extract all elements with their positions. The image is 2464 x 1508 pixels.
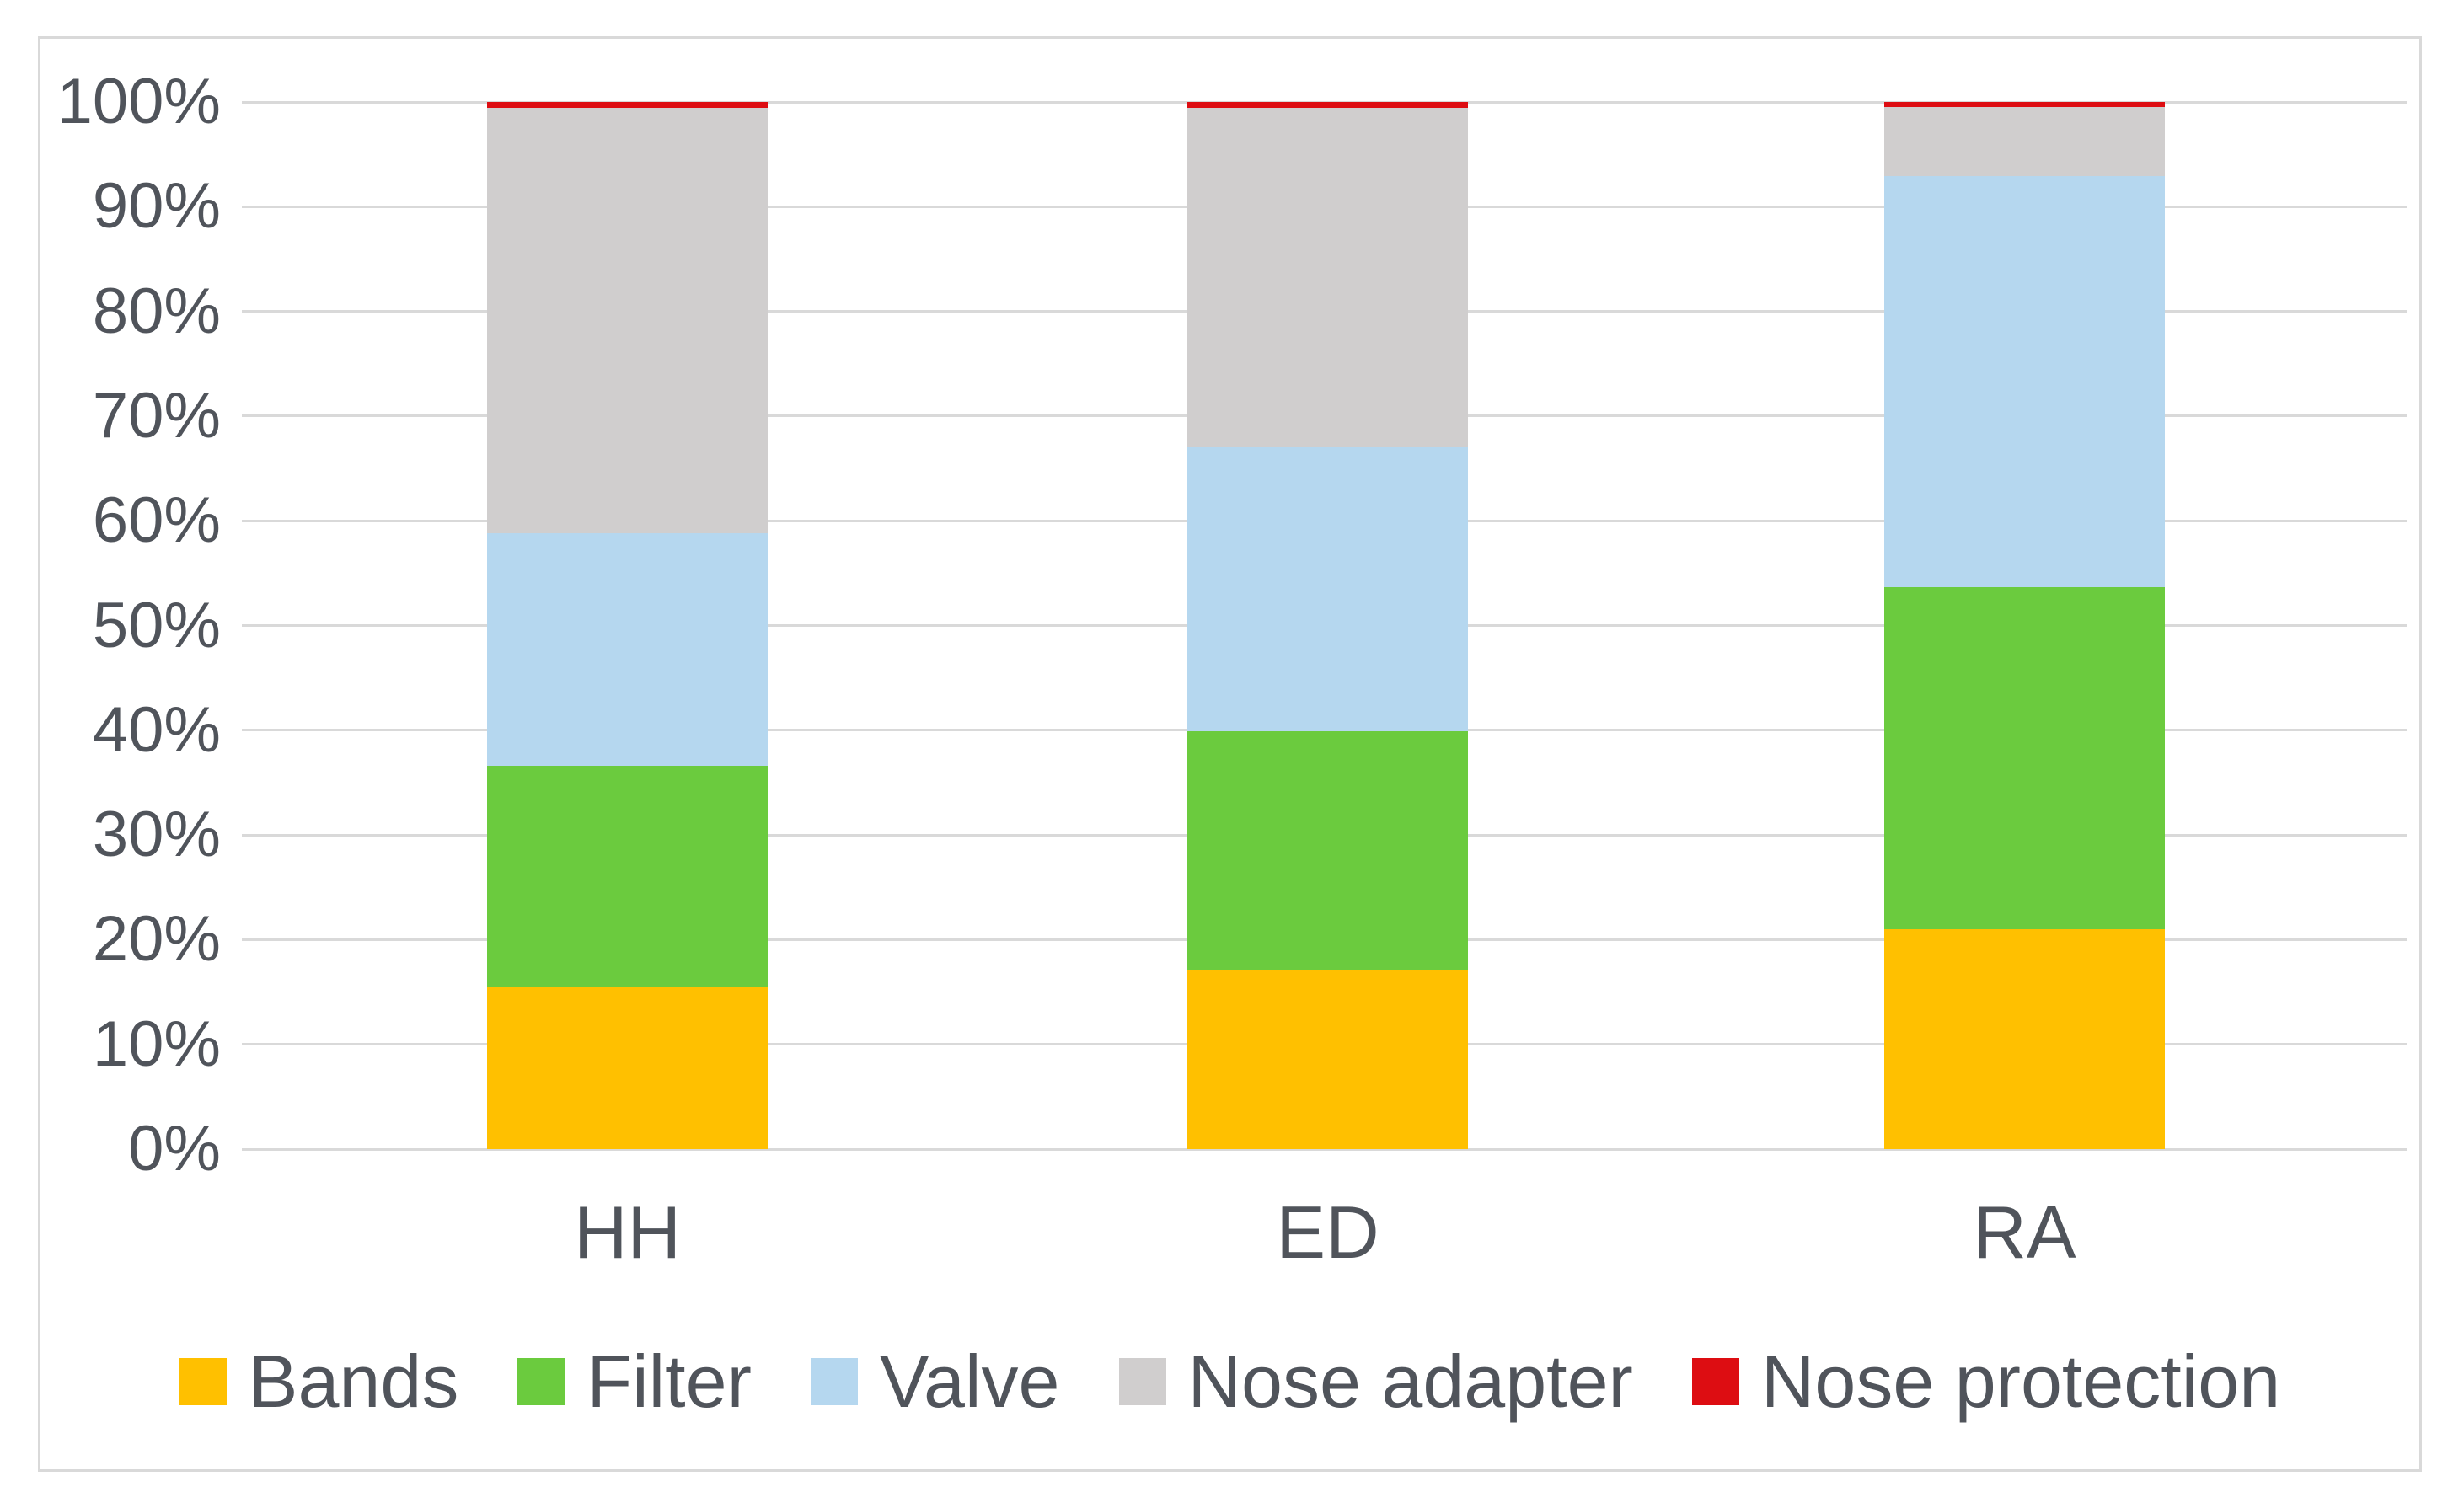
- y-axis-tick-label: 80%: [92, 275, 221, 347]
- legend-label: Nose protection: [1760, 1340, 2281, 1423]
- bar-segment-valve-HH: [487, 533, 768, 767]
- bar-segment-valve-RA: [1884, 176, 2165, 587]
- legend-swatch-icon: [1118, 1358, 1166, 1405]
- bar-segment-filter-RA: [1884, 586, 2165, 929]
- y-axis-tick-label: 100%: [56, 66, 221, 137]
- x-axis-category-label: ED: [1276, 1190, 1379, 1274]
- legend-swatch-icon: [810, 1358, 858, 1405]
- bar-segment-nose-adapter-ED: [1187, 108, 1468, 447]
- y-axis-tick-label: 30%: [92, 799, 221, 871]
- bar-segment-filter-HH: [487, 766, 768, 987]
- bar-ED: [1187, 102, 1468, 1149]
- bar-segment-bands-ED: [1187, 970, 1468, 1149]
- y-axis-tick-label: 70%: [92, 379, 221, 452]
- bar-segment-bands-RA: [1884, 928, 2165, 1149]
- bar-segment-nose-protection-RA: [1884, 102, 2165, 108]
- chart-legend: Bands Filter Valve Nose adapter Nose protect…: [38, 1331, 2422, 1432]
- bar-segment-nose-adapter-RA: [1884, 107, 2165, 177]
- gridline-0: [242, 1147, 2407, 1151]
- legend-label: Nose adapter: [1187, 1340, 1633, 1423]
- legend-swatch-icon: [1691, 1358, 1739, 1405]
- y-axis-tick-label: 90%: [92, 170, 221, 243]
- legend-item-nose-adapter: Nose adapter: [1118, 1340, 1633, 1424]
- y-axis-tick-label: 60%: [92, 484, 221, 557]
- y-axis-tick-label: 40%: [92, 693, 221, 766]
- y-axis-tick-label: 0%: [128, 1113, 221, 1184]
- bar-RA: [1884, 102, 2165, 1149]
- bar-segment-filter-ED: [1187, 731, 1468, 971]
- bar-segment-nose-protection-HH: [487, 102, 768, 109]
- bar-segment-nose-protection-ED: [1187, 102, 1468, 109]
- y-axis-tick-label: 20%: [92, 903, 221, 976]
- bar-segment-bands-HH: [487, 987, 768, 1149]
- bar-segment-nose-adapter-HH: [487, 108, 768, 534]
- legend-item-nose-protection: Nose protection: [1691, 1340, 2281, 1424]
- x-axis-category-label: RA: [1973, 1190, 2076, 1274]
- y-axis-tick-label: 50%: [92, 589, 221, 661]
- legend-swatch-icon: [179, 1358, 227, 1405]
- bar-HH: [487, 102, 768, 1149]
- legend-label: Valve: [879, 1340, 1060, 1423]
- legend-item-filter: Filter: [517, 1340, 752, 1424]
- gridline-100: [242, 100, 2407, 104]
- legend-item-valve: Valve: [810, 1340, 1060, 1424]
- legend-swatch-icon: [517, 1358, 565, 1405]
- x-axis-category-label: HH: [573, 1190, 682, 1274]
- legend-label: Bands: [248, 1340, 459, 1423]
- legend-item-bands: Bands: [179, 1340, 459, 1424]
- bar-segment-valve-ED: [1187, 446, 1468, 732]
- legend-label: Filter: [587, 1340, 752, 1423]
- y-axis-tick-label: 10%: [92, 1008, 221, 1080]
